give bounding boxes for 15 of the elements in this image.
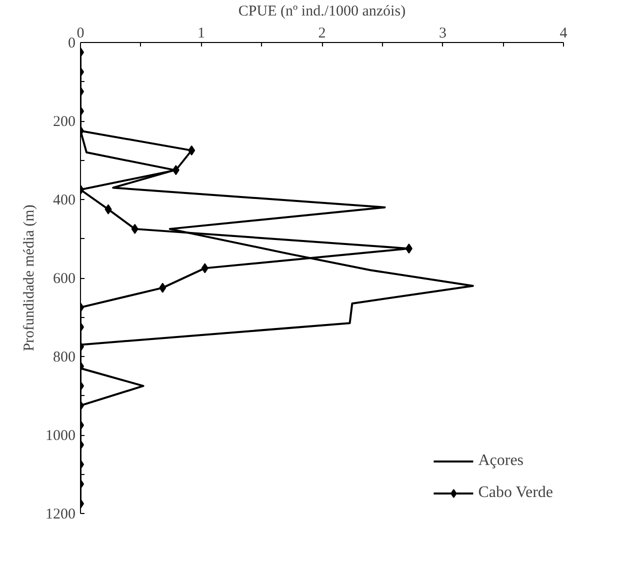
- y-axis-title: Profundidade média (m): [22, 204, 38, 352]
- y-tick-label: 1200: [46, 506, 76, 522]
- y-tick-label: 1000: [46, 428, 76, 444]
- y-tick-label: 0: [68, 36, 76, 52]
- x-tick-label: 2: [318, 26, 326, 42]
- legend-label: Açores: [478, 452, 524, 470]
- x-tick-label: 4: [560, 26, 568, 42]
- y-tick-label: 800: [53, 350, 76, 366]
- x-tick-label: 3: [439, 26, 446, 42]
- y-tick-label: 200: [53, 114, 76, 130]
- legend-label: Cabo Verde: [478, 484, 553, 502]
- x-tick-label: 1: [198, 26, 205, 42]
- y-tick-label: 400: [53, 192, 76, 208]
- x-axis-title: CPUE (nº ind./1000 anzóis): [238, 4, 406, 20]
- y-tick-label: 600: [53, 271, 76, 287]
